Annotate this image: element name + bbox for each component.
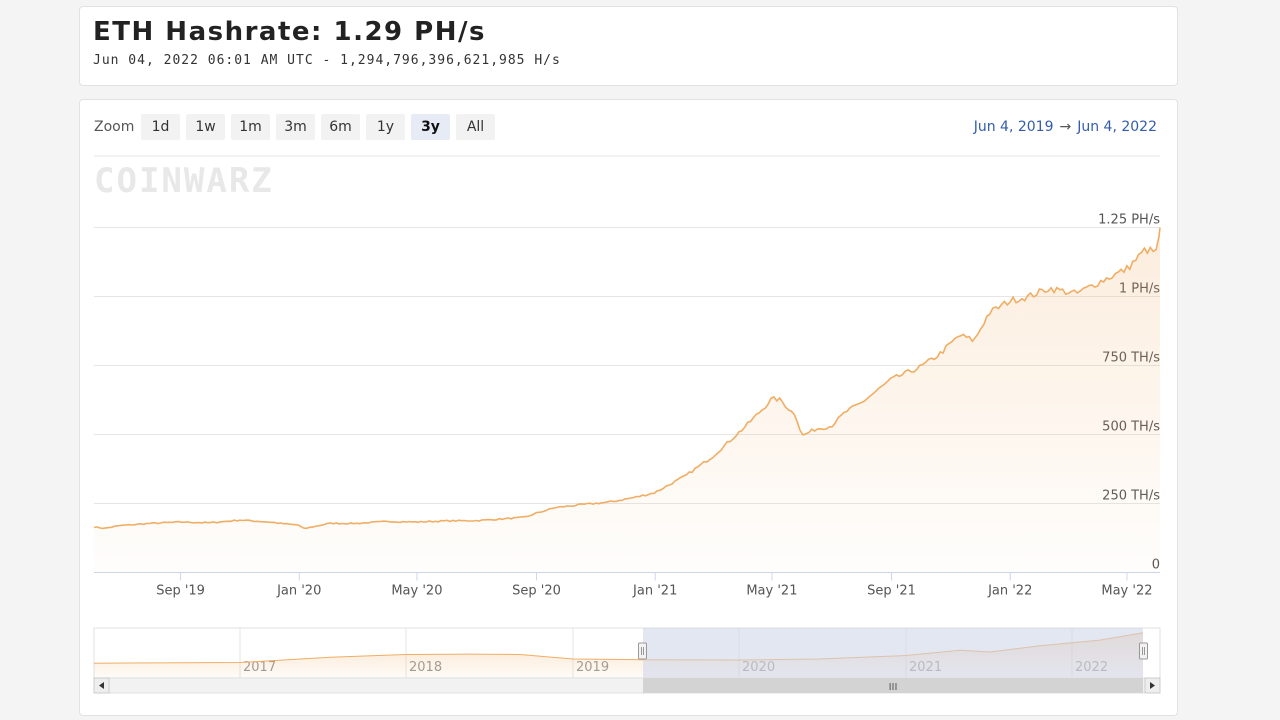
x-tick-label: Sep '21: [867, 584, 916, 599]
zoom-6m-button[interactable]: 6m: [321, 114, 360, 140]
zoom-all-button[interactable]: All: [456, 114, 495, 140]
zoom-button-group: 1d 1w 1m 3m 6m 1y 3y All: [141, 114, 495, 140]
navigator-handle-right[interactable]: [1139, 642, 1148, 660]
range-to[interactable]: Jun 4, 2022: [1077, 119, 1157, 135]
navigator-selection[interactable]: [643, 628, 1143, 678]
x-tick-label: Jan '20: [276, 584, 321, 599]
x-tick-label: Sep '19: [156, 584, 205, 599]
navigator: 201720182019202020212022 III: [93, 627, 1161, 694]
navigator-handle-left[interactable]: [638, 642, 647, 660]
range-from[interactable]: Jun 4, 2019: [973, 119, 1054, 135]
scroll-left-button[interactable]: [93, 677, 110, 694]
x-axis-labels: Sep '19 Jan '20 May '20 Sep '20 Jan '21 May '…: [156, 572, 1152, 599]
zoom-1d-button[interactable]: 1d: [141, 114, 180, 140]
date-range: Jun 4, 2019 → Jun 4, 2022: [974, 119, 1157, 135]
zoom-1m-button[interactable]: 1m: [231, 114, 270, 140]
y-tick-label: 1.25 PH/s: [1098, 213, 1160, 228]
x-tick-label: May '20: [391, 584, 442, 599]
hashrate-area: [94, 227, 1160, 573]
scrollbar-grip-icon: III: [889, 682, 898, 693]
zoom-1w-button[interactable]: 1w: [186, 114, 225, 140]
x-tick-label: May '22: [1101, 584, 1152, 599]
x-tick-label: Sep '20: [512, 584, 561, 599]
zoom-3m-button[interactable]: 3m: [276, 114, 315, 140]
x-tick-label: May '21: [746, 584, 797, 599]
header-card: ETH Hashrate: 1.29 PH/s Jun 04, 2022 06:…: [79, 6, 1178, 86]
coinwarz-watermark: COINWARZ: [94, 161, 274, 201]
scrollbar-thumb[interactable]: [643, 678, 1143, 693]
zoom-3y-button[interactable]: 3y: [411, 114, 450, 140]
range-arrow-icon: →: [1059, 119, 1072, 135]
page-subtitle: Jun 04, 2022 06:01 AM UTC - 1,294,796,39…: [93, 53, 561, 68]
page-title: ETH Hashrate: 1.29 PH/s: [93, 17, 486, 47]
zoom-1y-button[interactable]: 1y: [366, 114, 405, 140]
x-tick-label: Jan '22: [987, 584, 1032, 599]
scroll-right-button[interactable]: [1144, 677, 1161, 694]
zoom-label: Zoom: [94, 119, 135, 135]
x-tick-label: Jan '21: [632, 584, 677, 599]
hashrate-line: [93, 227, 1161, 530]
